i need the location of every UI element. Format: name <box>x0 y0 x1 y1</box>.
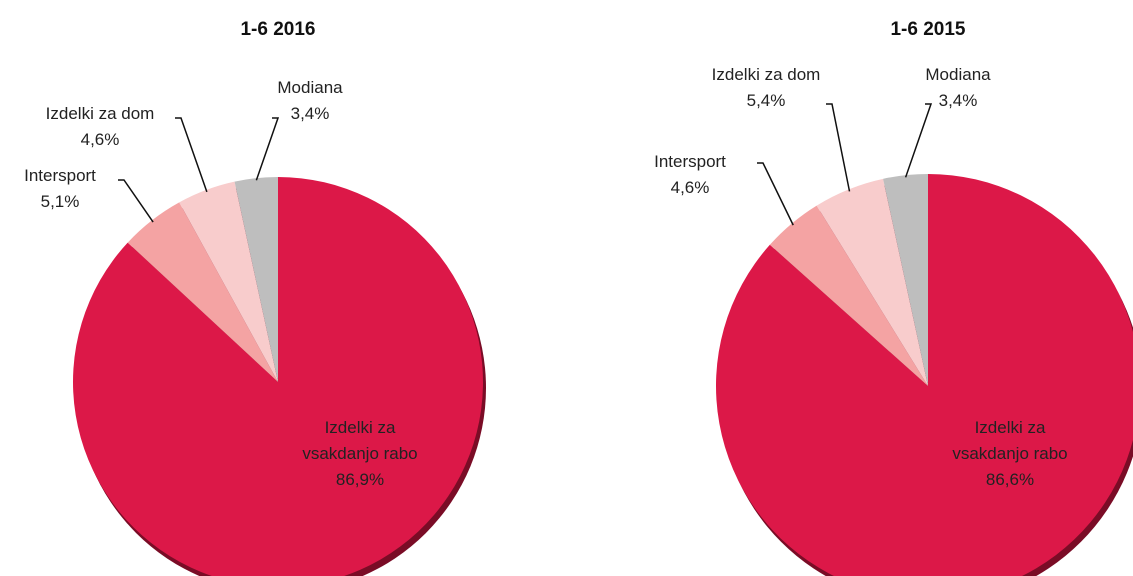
slice-label: Izdelki za dom 4,6% <box>46 101 155 153</box>
category-label: Intersport <box>654 152 726 171</box>
category-label: Izdelki za vsakdanjo rabo <box>302 418 418 463</box>
category-label: Izdelki za dom <box>711 65 821 84</box>
category-label: Modiana <box>277 78 343 97</box>
slice-label: Izdelki za vsakdanjo rabo 86,6% <box>935 415 1085 493</box>
pie-slice <box>179 181 278 382</box>
leader-line <box>826 103 851 192</box>
slice-label: Intersport 5,1% <box>24 163 96 215</box>
value-label: 3,4% <box>290 104 330 123</box>
pie-slice <box>769 205 928 386</box>
slice-label: Izdelki za dom 5,4% <box>712 62 821 114</box>
value-label: 86,6% <box>985 470 1035 489</box>
leader-line <box>757 162 794 226</box>
slice-label: Intersport 4,6% <box>654 149 726 201</box>
slice-label: Izdelki za vsakdanjo rabo 86,9% <box>285 415 435 493</box>
value-label: 3,4% <box>938 91 978 110</box>
value-label: 5,4% <box>746 91 786 110</box>
pie-slice <box>816 178 928 386</box>
slice-label: Modiana 3,4% <box>277 75 342 127</box>
value-label: 4,6% <box>670 178 710 197</box>
pie-slice <box>73 177 484 576</box>
leader-line <box>118 179 154 223</box>
value-label: 4,6% <box>80 130 120 149</box>
chart-title: 1-6 2016 <box>240 19 316 40</box>
pie-slice <box>234 177 278 382</box>
category-label: Izdelki za vsakdanjo rabo <box>952 418 1068 463</box>
chart-title: 1-6 2015 <box>890 19 966 40</box>
value-label: 86,9% <box>335 470 385 489</box>
category-label: Izdelki za dom <box>45 104 155 123</box>
pie-slice <box>883 174 928 386</box>
leader-line <box>175 117 208 193</box>
leader-line <box>255 117 280 181</box>
category-label: Intersport <box>24 166 96 185</box>
slice-label: Modiana 3,4% <box>925 62 990 114</box>
category-label: Modiana <box>925 65 991 84</box>
pie-slice <box>127 202 279 382</box>
leader-line <box>904 103 933 178</box>
value-label: 5,1% <box>40 192 80 211</box>
pie-slice <box>716 174 1133 576</box>
